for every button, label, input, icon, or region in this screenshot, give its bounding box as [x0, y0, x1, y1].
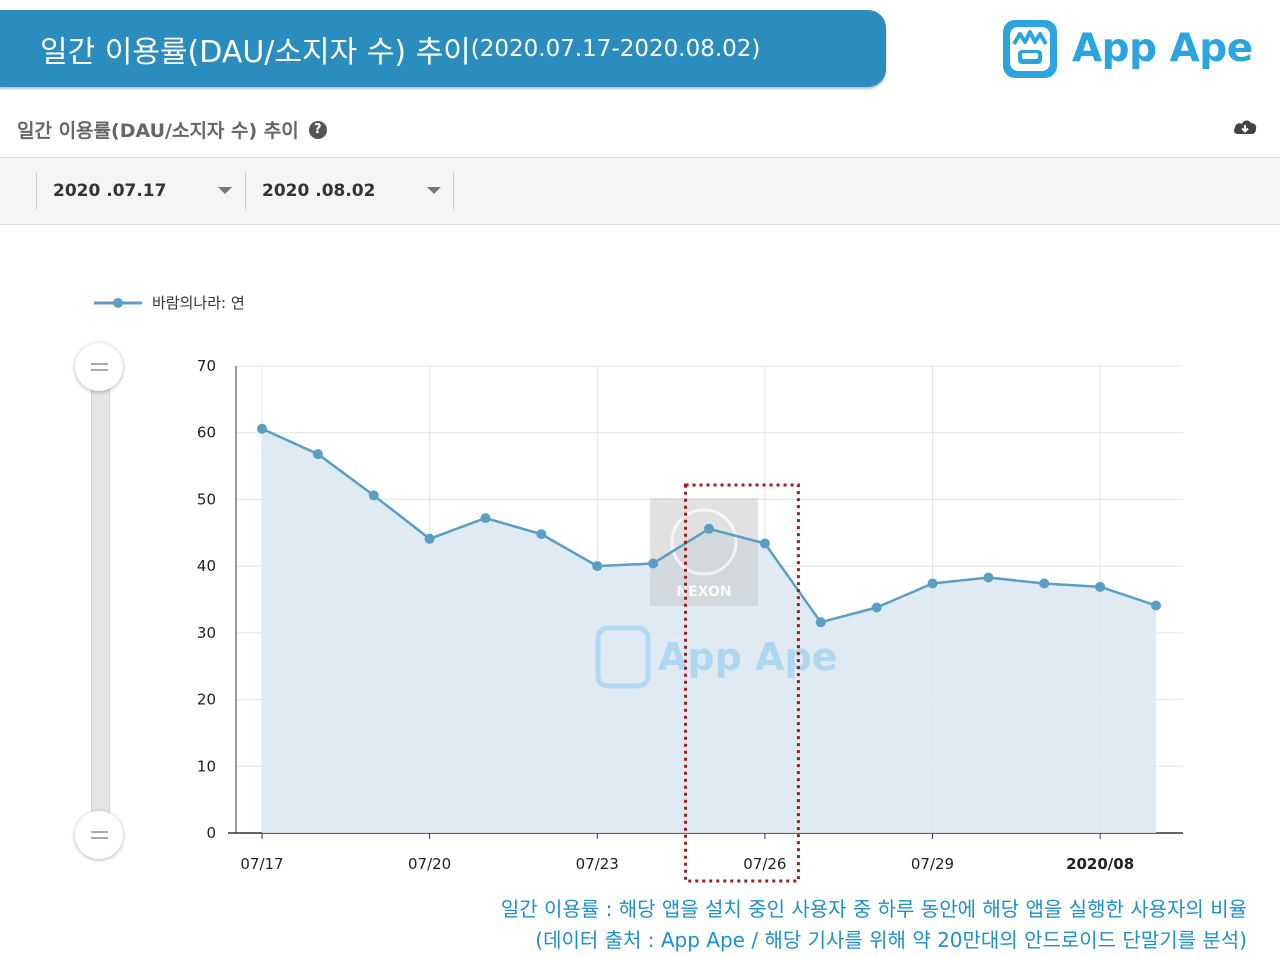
date-range-toolbar: 2020 .07.17 2020 .08.02 [0, 157, 1280, 225]
section-title: 일간 이용률(DAU/소지자 수) 추이 ? [17, 116, 327, 143]
footnote: 일간 이용률 : 해당 앱을 설치 중인 사용자 중 하루 동안에 해당 앱을 … [501, 894, 1247, 956]
y-tick-label: 60 [197, 424, 216, 442]
toolbar-divider [453, 172, 454, 210]
nexon-watermark [650, 498, 758, 606]
cloud-download-icon[interactable] [1232, 116, 1258, 138]
y-tick-label: 30 [197, 624, 216, 642]
x-tick-label: 07/23 [576, 855, 619, 873]
section-title-text: 일간 이용률(DAU/소지자 수) 추이 [17, 120, 299, 142]
y-tick-label: 10 [197, 757, 216, 775]
data-point [759, 538, 770, 549]
series-area [262, 428, 1156, 833]
app-ape-watermark-text: App Ape [658, 635, 837, 679]
end-date-value: 2020 .08.02 [262, 181, 376, 201]
x-tick-label: 07/17 [240, 855, 283, 873]
y-tick-label: 50 [197, 490, 216, 508]
data-point [368, 490, 379, 501]
nexon-watermark-text: NEXON [676, 584, 731, 600]
legend-series-marker-icon [94, 297, 142, 308]
data-point [983, 572, 994, 583]
range-slider-track[interactable] [91, 368, 110, 836]
y-tick-label: 40 [197, 557, 216, 575]
x-tick-label: 2020/08 [1066, 855, 1134, 873]
data-point [1095, 581, 1106, 592]
data-point [648, 558, 659, 569]
data-point [1151, 600, 1161, 611]
data-point [312, 449, 323, 460]
chevron-down-icon [218, 187, 232, 194]
y-tick-label: 20 [197, 691, 216, 709]
data-point [536, 529, 547, 540]
report-date-range: (2020.07.17-2020.08.02) [470, 35, 761, 62]
footnote-definition: 일간 이용률 : 해당 앱을 설치 중인 사용자 중 하루 동안에 해당 앱을 … [500, 897, 1247, 921]
data-point [424, 533, 435, 544]
data-point [927, 578, 938, 589]
app-ape-watermark-icon [595, 625, 651, 689]
x-tick-label: 07/26 [743, 855, 786, 873]
nexon-watermark-emblem [670, 508, 738, 576]
data-point [592, 561, 603, 572]
data-point [480, 513, 491, 524]
x-tick-label: 07/29 [911, 855, 954, 873]
x-tick-label: 07/20 [408, 855, 451, 873]
legend-series-label: 바람의나라: 연 [152, 294, 245, 312]
data-point [815, 617, 826, 628]
end-date-select[interactable]: 2020 .08.02 [245, 172, 453, 210]
app-ape-logo: App Ape [1000, 12, 1253, 84]
logo-text: App Ape [1072, 25, 1253, 71]
ape-face-icon [1003, 20, 1057, 78]
chart-legend[interactable]: 바람의나라: 연 [94, 292, 245, 313]
question-circle-icon[interactable]: ? [308, 120, 327, 139]
data-point [871, 602, 882, 613]
data-point [704, 523, 714, 534]
chevron-down-icon [427, 187, 441, 194]
start-date-value: 2020 .07.17 [53, 181, 167, 201]
data-point [1039, 578, 1050, 589]
data-point [257, 423, 267, 434]
highlight-box [684, 483, 800, 883]
y-tick-label: 0 [206, 824, 216, 842]
range-slider-bottom-handle[interactable] [75, 811, 123, 859]
report-title-banner: 일간 이용률(DAU/소지자 수) 추이 (2020.07.17-2020.08.… [0, 10, 886, 87]
footnote-source: (데이터 출처 : App Ape / 해당 기사를 위해 약 20만대의 안드… [535, 928, 1247, 952]
range-slider-top-handle[interactable] [75, 343, 123, 391]
start-date-select[interactable]: 2020 .07.17 [36, 172, 244, 210]
report-title: 일간 이용률(DAU/소지자 수) 추이 [40, 34, 471, 70]
y-tick-label: 70 [197, 357, 216, 375]
